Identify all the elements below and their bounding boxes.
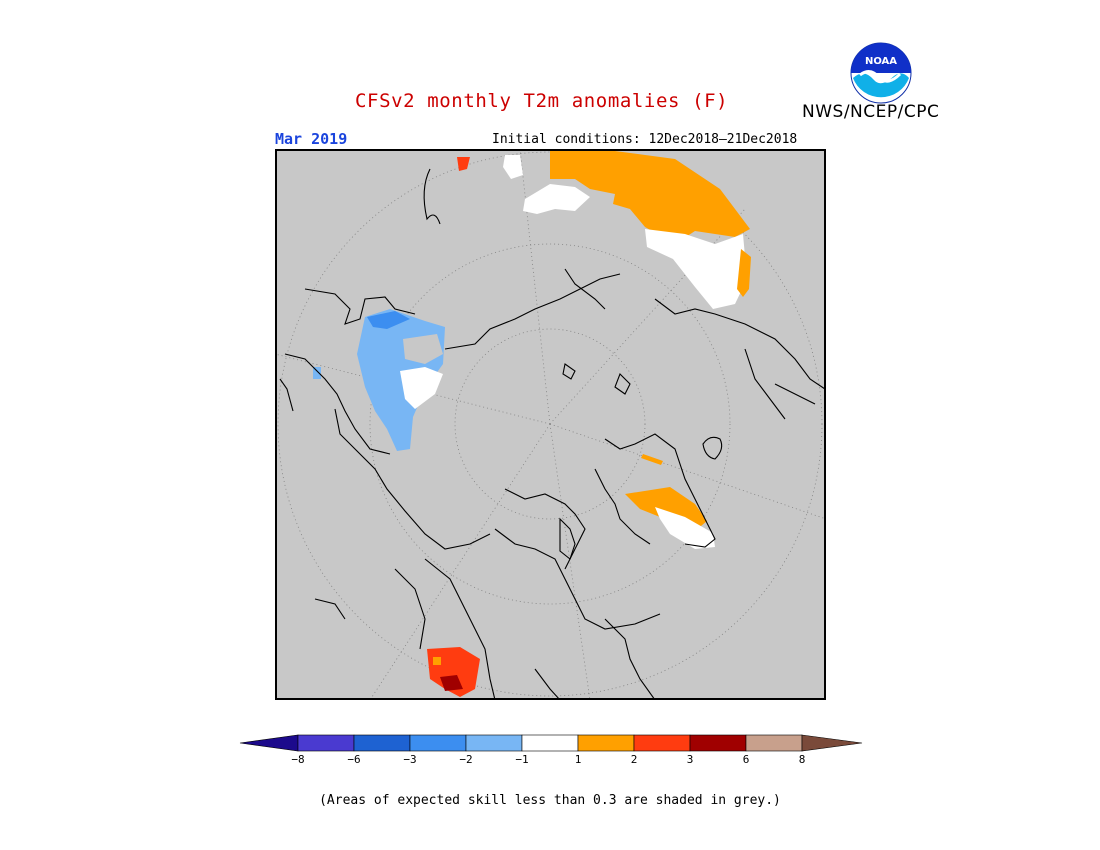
anomaly-greenland-white [655, 507, 715, 549]
anomaly-east-siberia-white [645, 229, 747, 309]
noaa-logo: NOAA [850, 42, 912, 104]
anomaly-central-asia-grey [403, 334, 443, 364]
colorbar-bin [633, 734, 691, 752]
colorbar-tick-label: −3 [403, 753, 416, 766]
anomaly-east-siberia-warm [737, 249, 751, 297]
colorbar-tick-label: 1 [575, 753, 582, 766]
colorbar-left-arrow [239, 734, 299, 752]
anomaly-siberia-white [523, 184, 590, 214]
colorbar-right-arrow [801, 734, 863, 752]
colorbar-bin [353, 734, 411, 752]
anomaly-small-cool [313, 367, 321, 379]
colorbar-tick-label: 6 [743, 753, 750, 766]
colorbar-bin [409, 734, 467, 752]
colorbar: −8 −6 −3 −2 −1 1 2 3 6 8 [239, 734, 863, 766]
map-frame [275, 149, 826, 700]
colorbar-tick-label: −2 [459, 753, 472, 766]
polar-map [275, 149, 826, 700]
anomaly-greenland-dash [641, 454, 663, 465]
colorbar-bins [239, 734, 863, 752]
colorbar-bin [521, 734, 579, 752]
colorbar-bin [577, 734, 635, 752]
anomaly-northwest-america-amber [433, 657, 441, 665]
logo-text: NOAA [865, 56, 897, 67]
initial-conditions: Initial conditions: 12Dec2018–21Dec2018 [492, 132, 798, 147]
colorbar-tick-label: −8 [291, 753, 304, 766]
skill-footnote: (Areas of expected skill less than 0.3 a… [319, 793, 781, 808]
colorbar-ticks: −8 −6 −3 −2 −1 1 2 3 6 8 [291, 753, 805, 766]
forecast-month: Mar 2019 [275, 130, 348, 148]
anomaly-central-asia-deep-cool [367, 311, 410, 329]
colorbar-tick-label: −1 [515, 753, 528, 766]
colorbar-tick-label: 3 [687, 753, 694, 766]
colorbar-tick-label: 2 [631, 753, 638, 766]
colorbar-bin [465, 734, 523, 752]
colorbar-tick-label: −6 [347, 753, 360, 766]
anomaly-regions [313, 151, 751, 697]
colorbar-bin [689, 734, 747, 752]
anomaly-top-white [503, 155, 523, 179]
anomaly-topleft-warm [457, 157, 470, 171]
anomaly-central-asia-white [400, 367, 443, 409]
chart-title: CFSv2 monthly T2m anomalies (F) [355, 90, 729, 112]
colorbar-bin [745, 734, 803, 752]
organization-label: NWS/NCEP/CPC [802, 102, 940, 122]
anomaly-northwest-america-hot [440, 675, 463, 691]
graticule [275, 149, 826, 700]
colorbar-bin [297, 734, 355, 752]
coastlines [279, 168, 826, 700]
colorbar-tick-label: 8 [799, 753, 806, 766]
anomaly-siberia-warm [550, 151, 750, 244]
